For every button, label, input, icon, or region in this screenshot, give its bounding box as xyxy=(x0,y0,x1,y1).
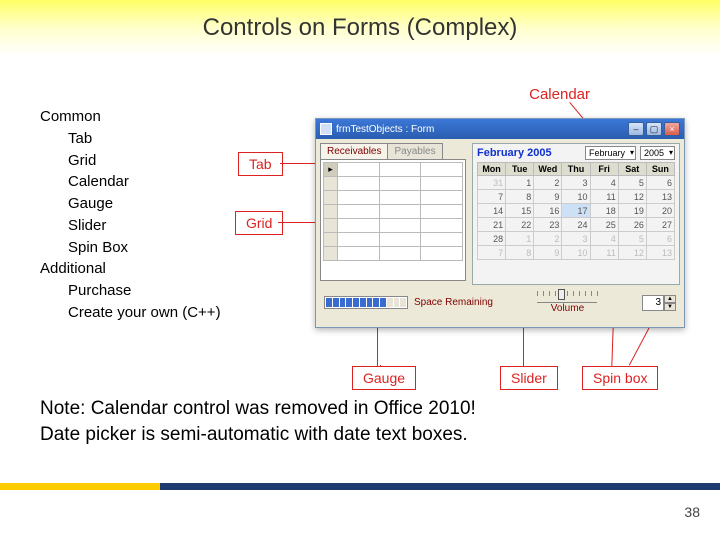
list-item: Calendar xyxy=(40,171,221,193)
slider-control[interactable]: Volume xyxy=(537,291,597,314)
form-icon xyxy=(320,123,332,135)
month-select[interactable]: February xyxy=(585,146,636,160)
list-item: Gauge xyxy=(40,193,221,215)
note-line: Note: Calendar control was removed in Of… xyxy=(40,396,476,422)
footer-yellow-segment xyxy=(0,483,160,490)
calendar-grid[interactable]: MonTueWedThuFriSatSun3112345678910111213… xyxy=(477,162,675,260)
note-line: Date picker is semi-automatic with date … xyxy=(40,422,476,448)
spin-down-button[interactable]: ▼ xyxy=(664,303,676,311)
grid-control[interactable]: ▸ xyxy=(323,162,463,261)
page-number: 38 xyxy=(684,504,700,520)
list-item: Spin Box xyxy=(40,237,221,259)
footnote: Note: Calendar control was removed in Of… xyxy=(40,396,476,447)
tab-receivables[interactable]: Receivables xyxy=(320,143,388,159)
callout-grid: Grid xyxy=(235,211,283,235)
footer-navy-segment xyxy=(160,483,720,490)
list-item: Create your own (C++) xyxy=(40,302,221,324)
slider-label: Volume xyxy=(551,303,584,314)
list-item: Tab xyxy=(40,128,221,150)
gauge-bar xyxy=(324,296,408,309)
callout-tab: Tab xyxy=(238,152,283,176)
list-item: Grid xyxy=(40,150,221,172)
list-header-additional: Additional xyxy=(40,258,221,280)
calendar-title: February 2005 xyxy=(477,147,581,159)
list-header-common: Common xyxy=(40,106,221,128)
slider-track[interactable] xyxy=(537,291,597,303)
slide-title: Controls on Forms (Complex) xyxy=(203,14,518,42)
callout-slider: Slider xyxy=(500,366,558,390)
form-title: frmTestObjects : Form xyxy=(336,124,434,135)
tab-page: ▸ xyxy=(320,159,466,281)
calendar-control[interactable]: February 2005 February 2005 MonTueWedThu… xyxy=(472,143,680,285)
minimize-button[interactable]: – xyxy=(628,122,644,136)
callout-spinbox: Spin box xyxy=(582,366,658,390)
footer-rule xyxy=(0,483,720,490)
gauge-label: Space Remaining xyxy=(414,297,493,308)
form-titlebar[interactable]: frmTestObjects : Form – ▢ × xyxy=(316,119,684,139)
gauge-control: Space Remaining xyxy=(324,296,493,309)
title-band: Controls on Forms (Complex) xyxy=(0,0,720,56)
close-button[interactable]: × xyxy=(664,122,680,136)
spinbox-value[interactable]: 3 xyxy=(642,295,664,311)
tab-payables[interactable]: Payables xyxy=(387,143,442,159)
form-window: frmTestObjects : Form – ▢ × Receivables … xyxy=(315,118,685,328)
maximize-button[interactable]: ▢ xyxy=(646,122,662,136)
spin-up-button[interactable]: ▲ xyxy=(664,295,676,303)
list-item: Slider xyxy=(40,215,221,237)
year-select[interactable]: 2005 xyxy=(640,146,675,160)
tab-control: Receivables Payables ▸ xyxy=(320,143,466,285)
callout-gauge: Gauge xyxy=(352,366,416,390)
spinbox-control[interactable]: 3 ▲ ▼ xyxy=(642,295,676,311)
list-item: Purchase xyxy=(40,280,221,302)
outline-list: Common Tab Grid Calendar Gauge Slider Sp… xyxy=(40,106,221,324)
arrow-line xyxy=(380,365,381,366)
callout-calendar: Calendar xyxy=(529,86,590,103)
